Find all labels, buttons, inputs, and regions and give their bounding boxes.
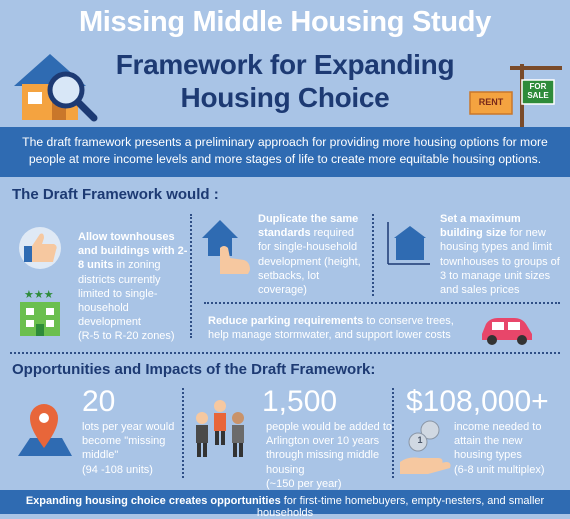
for-sale-sign-label: FOR SALE	[527, 82, 549, 100]
framework-item-4: Reduce parking requirements to conserve …	[208, 314, 470, 342]
intro-text: The draft framework presents a prelimina…	[22, 135, 548, 166]
divider-vertical-1	[190, 214, 192, 338]
rent-sign-label: RENT	[478, 97, 504, 107]
subtitle-line-2: Housing Choice	[180, 82, 390, 113]
stat-3-number: $108,000+	[406, 385, 549, 418]
item-3-bold: Set a maximum building size	[440, 213, 521, 240]
stat-3-desc: income needed to attain the new housing …	[454, 421, 542, 462]
footer-rest: for first-time homebuyers, empty-nesters…	[256, 495, 545, 519]
page-title: Missing Middle Housing Study	[78, 6, 492, 38]
divider-vertical-4	[392, 388, 394, 478]
thumbs-up-icon	[19, 227, 61, 269]
apartment-building-icon: ★★★	[20, 289, 60, 336]
hand-coins-icon	[400, 420, 451, 474]
subtitle-line-1: Framework for Expanding	[115, 49, 455, 80]
intro-band: The draft framework presents a prelimina…	[0, 127, 570, 177]
stat-1-text: lots per year would become "missing midd…	[82, 420, 182, 477]
item-4-text: to conserve trees, help manage stormwate…	[208, 315, 454, 342]
item-2-bold: Duplicate the same standards	[258, 213, 359, 240]
item-2-text: required for single-household developmen…	[258, 227, 361, 297]
footer-band: Expanding housing choice creates opportu…	[0, 490, 570, 519]
divider-horizontal-2	[10, 352, 560, 354]
car-icon	[482, 318, 532, 345]
rent-sale-signs-icon	[469, 64, 562, 130]
item-4-bold: Reduce parking requirements	[208, 315, 364, 327]
hand-house-icon	[202, 220, 250, 274]
item-1-zones: (R-5 to R-20 zones)	[78, 330, 175, 343]
coin-label: 1	[417, 435, 423, 445]
page-subtitle: Framework for Expanding Housing Choice	[80, 48, 490, 114]
stat-2-range: (~150 per year)	[266, 477, 342, 490]
framework-item-3: Set a maximum building size for new hous…	[440, 212, 562, 297]
stat-1-desc: lots per year would become "missing midd…	[82, 421, 175, 462]
stat-3-text: income needed to attain the new housing …	[454, 420, 564, 477]
building-size-icon	[387, 222, 430, 265]
framework-heading: The Draft Framework would :	[12, 186, 219, 203]
framework-item-1: Allow townhouses and buildings with 2-8 …	[78, 230, 190, 344]
people-group-icon	[196, 400, 244, 457]
map-pin-icon	[18, 404, 72, 456]
footer-text: Expanding housing choice creates opportu…	[0, 490, 570, 519]
item-3-text: for new housing types and limit townhous…	[440, 227, 560, 297]
stat-1-number: 20	[82, 385, 116, 418]
stat-1-range: (94 -108 units)	[82, 463, 153, 476]
impacts-heading: Opportunities and Impacts of the Draft F…	[12, 361, 376, 378]
house-magnifier-icon	[14, 54, 98, 122]
stat-2-text: people would be added to Arlington over …	[266, 420, 394, 491]
stat-2-desc: people would be added to Arlington over …	[266, 421, 392, 476]
divider-vertical-3	[182, 388, 184, 478]
svg-text:★★★: ★★★	[24, 289, 54, 301]
divider-horizontal-1	[204, 302, 560, 304]
item-1-bold: Allow townhouses and buildings with 2-8 …	[78, 231, 188, 272]
item-1-text: in zoning districts currently limited to…	[78, 259, 161, 329]
divider-vertical-2	[372, 214, 374, 296]
footer-bold: Expanding housing choice creates opportu…	[25, 495, 281, 507]
stat-2-number: 1,500	[262, 385, 338, 418]
stat-3-range: (6-8 unit multiplex)	[454, 463, 545, 476]
framework-item-2: Duplicate the same standards required fo…	[258, 212, 366, 297]
